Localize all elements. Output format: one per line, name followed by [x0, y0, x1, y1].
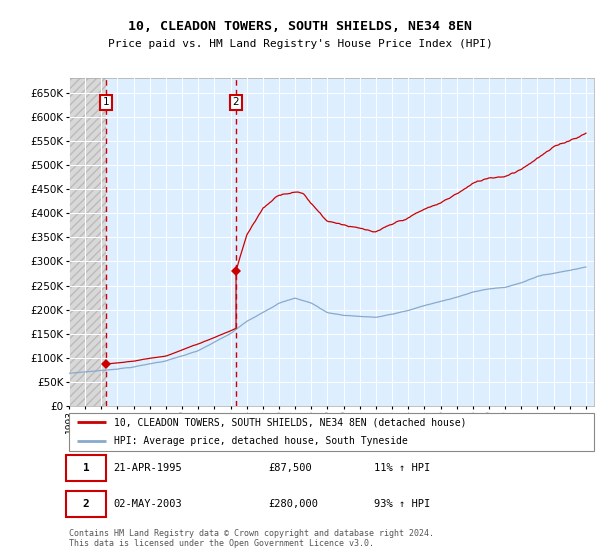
Text: HPI: Average price, detached house, South Tyneside: HPI: Average price, detached house, Sout… — [113, 436, 407, 446]
FancyBboxPatch shape — [67, 455, 106, 480]
Bar — [106, 78, 236, 406]
Text: 2: 2 — [233, 97, 239, 108]
Text: 1: 1 — [103, 97, 110, 108]
Text: 02-MAY-2003: 02-MAY-2003 — [113, 499, 182, 509]
Bar — [69, 78, 106, 406]
Text: 11% ↑ HPI: 11% ↑ HPI — [373, 463, 430, 473]
Bar — [69, 78, 106, 406]
Text: £87,500: £87,500 — [269, 463, 312, 473]
Text: Contains HM Land Registry data © Crown copyright and database right 2024.
This d: Contains HM Land Registry data © Crown c… — [69, 529, 434, 548]
Text: 10, CLEADON TOWERS, SOUTH SHIELDS, NE34 8EN: 10, CLEADON TOWERS, SOUTH SHIELDS, NE34 … — [128, 20, 472, 34]
FancyBboxPatch shape — [69, 413, 594, 451]
Text: 2: 2 — [83, 499, 89, 509]
FancyBboxPatch shape — [67, 491, 106, 517]
Text: 21-APR-1995: 21-APR-1995 — [113, 463, 182, 473]
Text: Price paid vs. HM Land Registry's House Price Index (HPI): Price paid vs. HM Land Registry's House … — [107, 39, 493, 49]
Bar — [236, 78, 594, 406]
Text: 10, CLEADON TOWERS, SOUTH SHIELDS, NE34 8EN (detached house): 10, CLEADON TOWERS, SOUTH SHIELDS, NE34 … — [113, 417, 466, 427]
Text: 1: 1 — [83, 463, 89, 473]
Text: £280,000: £280,000 — [269, 499, 319, 509]
Text: 93% ↑ HPI: 93% ↑ HPI — [373, 499, 430, 509]
